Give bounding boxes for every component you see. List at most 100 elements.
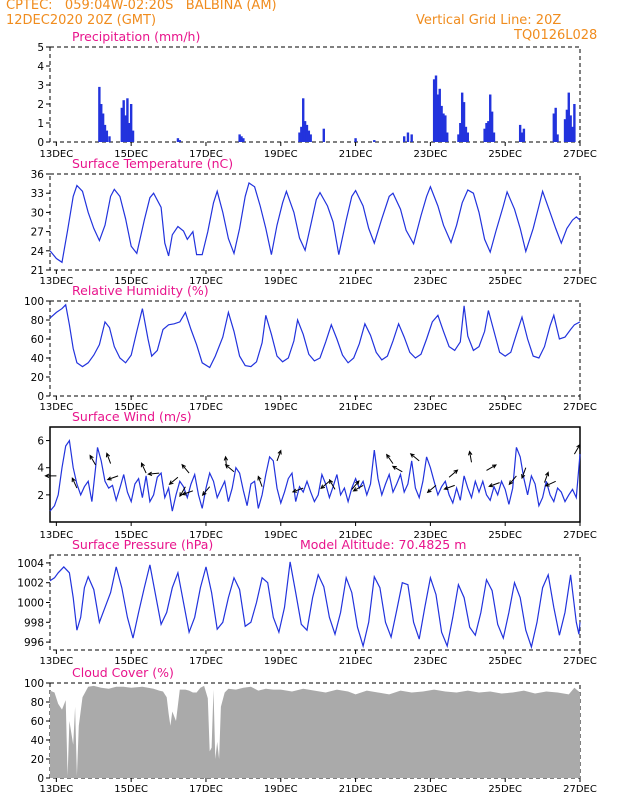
precip-ytick-label: 1 [37,118,44,130]
precip-bar [436,94,440,142]
pressure-ytick-label: 1000 [17,598,44,610]
precip-bar [522,128,526,142]
temp-xtick-label: 15DEC [114,276,148,287]
wind-arrow [486,464,497,471]
wind-arrow [106,475,119,481]
wind-arrow [544,480,556,487]
wind-arrow [224,463,235,473]
precip-bar [103,124,107,142]
precip-bar [406,132,410,142]
pressure-xtick-label: 27DEC [563,656,597,667]
precip-bar [567,92,570,142]
wind-arrow [409,453,420,462]
temp-ytick-label: 33 [31,188,44,200]
precip-xtick-label: 25DEC [488,149,522,160]
precip-bar [122,100,125,142]
wind-ytick-label: 6 [37,436,44,448]
cloud-ytick-label: 100 [24,678,44,690]
precip-bar [571,126,574,142]
precip-bar [124,115,127,142]
wind-arrow [89,454,97,466]
rh-line [49,303,581,369]
precip-bar [307,130,311,142]
precip-bar [485,123,488,142]
wind-arrow [386,453,394,464]
pressure-ytick-label: 1002 [17,578,44,590]
temp-xtick-label: 17DEC [189,276,223,287]
wind-arrow [291,487,304,493]
temp-ytick-label: 21 [31,265,44,277]
pressure-xtick-label: 23DEC [414,656,448,667]
precip-bar [492,132,496,142]
wind-xtick-label: 15DEC [114,530,148,541]
wind-ytick-label: 4 [37,463,44,475]
pressure-xtick-label: 21DEC [339,656,373,667]
precip-bar [573,104,576,142]
precip-bar [462,102,466,142]
wind-arrow [201,486,211,496]
rh-xtick-label: 25DEC [488,402,522,413]
precip-bar [238,134,241,142]
precip-xtick-label: 23DEC [414,149,448,160]
precip-bar [305,124,309,142]
cloud-xtick-label: 17DEC [189,784,223,795]
precip-bar [322,128,325,142]
precip-bar [563,119,567,142]
rh-title: Relative Humidity (%) [72,283,209,298]
cloud-xtick-label: 19DEC [264,784,298,795]
rh-ytick-label: 0 [37,391,44,403]
wind-arrow [521,467,527,480]
precip-bar [460,92,464,142]
pressure-xtick-label: 17DEC [189,656,223,667]
rh-ytick-label: 80 [31,315,44,327]
header-grid-note: Vertical Grid Line: 20Z [416,13,562,28]
cloud-xtick-label: 21DEC [339,784,373,795]
precip-bar [434,75,438,142]
wind-line [49,438,581,512]
precip-xtick-label: 27DEC [563,149,597,160]
wind-arrow [508,475,517,486]
precip-bar [569,115,572,142]
precip-bar [432,79,436,142]
precip-bar [410,134,413,142]
wind-arrow [140,462,147,474]
precip-bar [129,104,133,142]
header-date: 12DEC2020 20Z (GMT) [6,13,157,28]
pressure-xtick-label: 25DEC [488,656,522,667]
precip-bar [442,113,445,142]
precip-bar [303,121,307,142]
header-station: CPTEC: 059:04W-02:20S BALBINA (AM) [6,0,277,13]
rh-xtick-label: 15DEC [114,402,148,413]
precip-bar [300,126,303,142]
rh-xtick-label: 19DEC [264,402,298,413]
rh-xtick-label: 27DEC [563,402,597,413]
temp-ytick-label: 36 [31,169,45,181]
precip-ytick-label: 0 [37,137,44,149]
wind-arrow [276,449,282,462]
precip-bar [98,86,101,142]
wind-arrow [71,477,78,489]
rh-ytick-label: 20 [31,372,44,384]
cloud-xtick-label: 15DEC [114,784,148,795]
wind-arrow [147,471,160,476]
precip-bar [108,136,111,142]
cloud-ytick-label: 20 [31,754,44,766]
precip-bar [487,121,490,142]
wind-arrow [573,443,581,455]
rh-ytick-label: 60 [31,334,44,346]
precip-bar [128,123,131,142]
wind-xtick-label: 17DEC [189,530,223,541]
precip-bar [554,107,557,142]
pressure-line [49,561,581,650]
cloud-ytick-label: 80 [31,697,44,709]
pressure-xtick-label: 15DEC [114,656,148,667]
wind-arrow [544,471,550,483]
wind-title: Surface Wind (m/s) [72,409,192,424]
precip-title: Precipitation (mm/h) [72,29,200,44]
wind-arrow [488,482,500,488]
pressure-title: Surface Pressure (hPa) [72,537,213,552]
temp-xtick-label: 23DEC [414,276,448,287]
precip-bar [120,107,124,142]
pressure-ytick-label: 996 [24,637,44,649]
precip-xtick-label: 19DEC [264,149,298,160]
